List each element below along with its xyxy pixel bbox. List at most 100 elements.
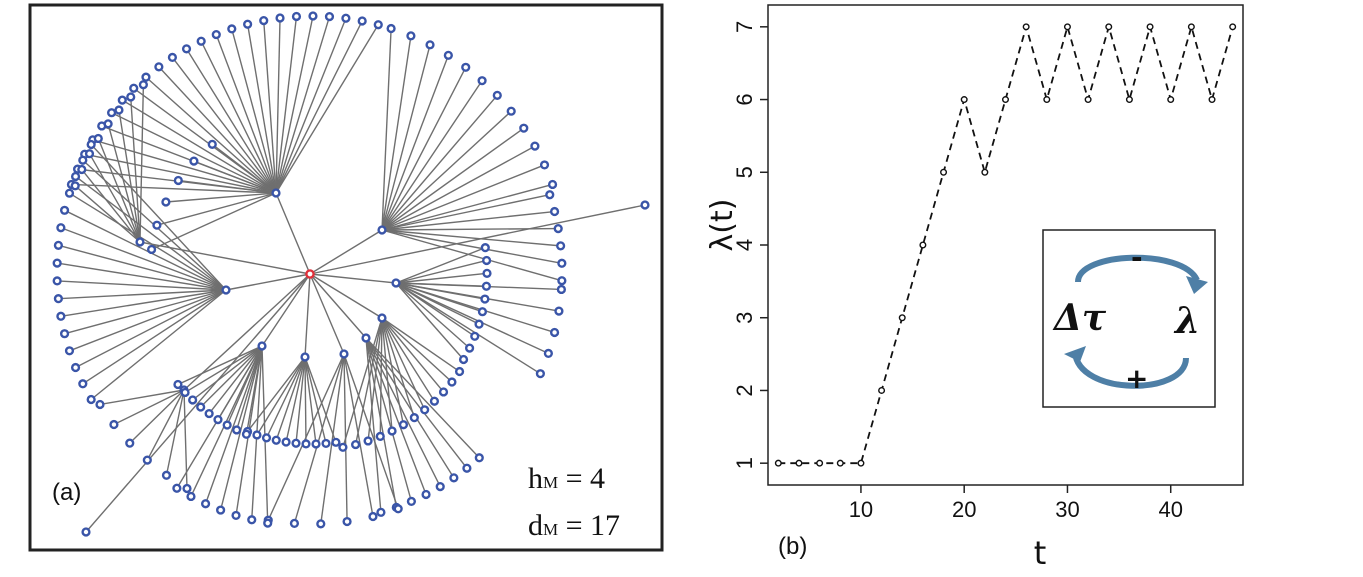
tree-edge bbox=[71, 183, 277, 194]
data-point bbox=[960, 96, 968, 104]
tree-node bbox=[281, 437, 291, 447]
y-tick-label: 3 bbox=[732, 312, 757, 324]
tree-node bbox=[117, 95, 127, 105]
tree-edge bbox=[156, 192, 277, 226]
tree-edge bbox=[219, 345, 263, 511]
tree-node bbox=[556, 241, 566, 251]
tree-node bbox=[375, 431, 385, 441]
tree-edge bbox=[381, 317, 393, 432]
tree-edge bbox=[75, 289, 227, 369]
tree-node bbox=[549, 206, 560, 217]
tree-node bbox=[519, 123, 529, 133]
tree-node bbox=[429, 396, 440, 406]
tree-node bbox=[482, 268, 492, 278]
data-point bbox=[795, 459, 803, 467]
tree-node bbox=[316, 519, 326, 529]
x-tick-label: 10 bbox=[849, 497, 873, 522]
tree-edge bbox=[57, 280, 227, 291]
tree-node bbox=[95, 399, 105, 410]
tree-edge bbox=[304, 273, 311, 358]
data-point bbox=[1063, 23, 1071, 31]
tree-edge bbox=[208, 345, 263, 415]
tree-node bbox=[357, 16, 367, 26]
tree-edge bbox=[58, 289, 227, 300]
tree-edge bbox=[381, 317, 426, 411]
tree-node bbox=[52, 258, 62, 268]
tree-edge bbox=[165, 192, 277, 203]
tree-edge bbox=[118, 109, 141, 243]
tree-edge bbox=[285, 356, 306, 443]
tree-node bbox=[161, 470, 172, 480]
tree-node bbox=[93, 133, 103, 144]
tree-edge bbox=[69, 289, 227, 352]
tree-node bbox=[301, 439, 311, 449]
tree-edge bbox=[381, 127, 525, 231]
tree-node bbox=[141, 72, 151, 82]
data-point bbox=[1229, 23, 1237, 31]
tree-edge bbox=[275, 15, 314, 194]
tree-node bbox=[506, 106, 516, 116]
tree-node bbox=[449, 473, 459, 483]
tree-node bbox=[86, 394, 96, 405]
tree-edge bbox=[381, 317, 415, 418]
tree-node bbox=[263, 518, 273, 528]
tree-node bbox=[553, 223, 563, 234]
tree-edge bbox=[75, 175, 227, 291]
tree-node bbox=[221, 285, 231, 295]
tree-node bbox=[81, 527, 91, 537]
tree-node bbox=[391, 278, 401, 288]
tree-edge bbox=[57, 262, 227, 291]
tree-edge bbox=[200, 40, 277, 194]
tree-node bbox=[186, 491, 196, 502]
x-tick-label: 40 bbox=[1158, 497, 1182, 522]
data-point bbox=[878, 386, 886, 394]
tree-edge bbox=[64, 289, 227, 335]
tree-node bbox=[458, 354, 469, 365]
data-point bbox=[1125, 96, 1133, 104]
tree-edge bbox=[275, 356, 306, 441]
tree-edge bbox=[84, 153, 277, 194]
tree-edge bbox=[58, 244, 227, 291]
tree-edge bbox=[185, 48, 277, 194]
tree-node bbox=[477, 76, 487, 86]
x-tick-label: 30 bbox=[1055, 497, 1079, 522]
tree-node bbox=[386, 23, 396, 34]
panel-b-label: (b) bbox=[778, 533, 807, 560]
x-tick-label: 20 bbox=[952, 497, 976, 522]
tree-node bbox=[247, 515, 257, 525]
tree-node bbox=[59, 329, 70, 339]
tree-edge bbox=[107, 123, 141, 243]
tree-node bbox=[241, 429, 252, 439]
tree-edge bbox=[395, 246, 486, 284]
tree-node bbox=[70, 362, 81, 373]
tree-node bbox=[78, 379, 88, 389]
tree-node bbox=[420, 405, 430, 415]
tree-node bbox=[447, 377, 457, 387]
panel-a-tree-network: (a) hM = 4 dM = 17 bbox=[28, 3, 664, 552]
tree-node bbox=[135, 237, 145, 247]
tree-edge bbox=[320, 353, 345, 524]
tree-node bbox=[106, 108, 117, 118]
top-feedback-arrow bbox=[1075, 254, 1200, 283]
tree-node bbox=[56, 223, 66, 233]
tree-node bbox=[470, 331, 480, 341]
tree-edge bbox=[343, 353, 348, 522]
tree-node bbox=[167, 52, 178, 63]
tree-edge bbox=[381, 194, 550, 231]
tree-edge bbox=[395, 282, 541, 375]
tree-node bbox=[324, 11, 335, 22]
tree-node bbox=[154, 62, 164, 72]
tree-node bbox=[539, 160, 550, 170]
tree-edge bbox=[365, 337, 441, 487]
tree-node bbox=[406, 496, 417, 506]
tree-node bbox=[207, 139, 217, 149]
tree-edge bbox=[343, 353, 399, 510]
tree-edge bbox=[381, 317, 453, 383]
tree-node bbox=[300, 352, 310, 362]
tree-node bbox=[406, 31, 416, 41]
tree-node bbox=[59, 205, 70, 215]
tree-node bbox=[213, 414, 223, 425]
tree-edge bbox=[365, 337, 468, 469]
tree-node bbox=[53, 240, 63, 250]
tree-edge bbox=[309, 273, 397, 284]
